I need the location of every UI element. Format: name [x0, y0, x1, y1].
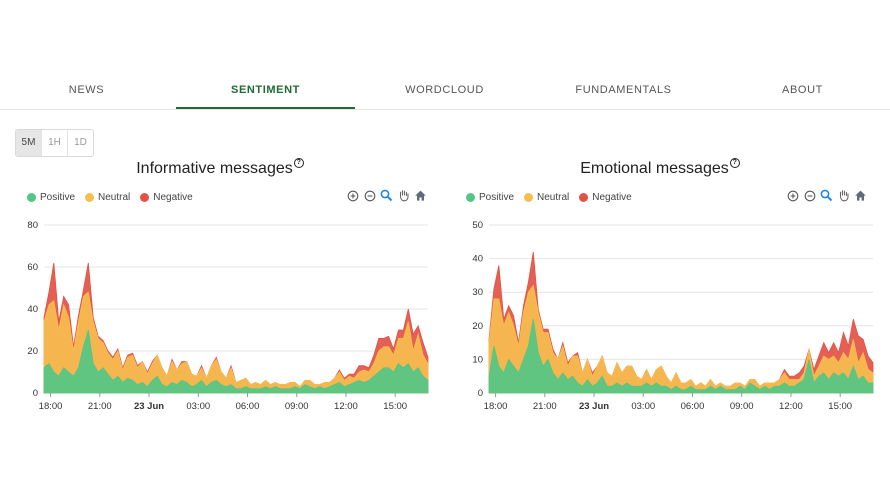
main-tabs: NEWS SENTIMENT WORDCLOUD FUNDAMENTALS AB… — [0, 76, 890, 110]
y-tick-label: 20 — [472, 321, 483, 332]
x-tick-label: 06:00 — [681, 401, 705, 412]
x-tick-label: 03:00 — [186, 401, 210, 412]
tab-news[interactable]: NEWS — [68, 84, 105, 96]
y-tick-label: 60 — [27, 262, 38, 273]
zoom-selection-icon[interactable] — [380, 189, 393, 202]
series-area-positive[interactable] — [488, 319, 874, 394]
legend-label: Positive — [40, 192, 76, 203]
legend-swatch-neutral — [85, 193, 95, 202]
chart-toolbar-informative — [346, 189, 427, 202]
y-tick-label: 80 — [27, 220, 38, 231]
legend-item-negative[interactable]: Negative — [140, 192, 193, 203]
help-icon[interactable]: ? — [293, 158, 304, 168]
x-tick-label: 09:00 — [285, 401, 309, 412]
legend-swatch-negative — [140, 193, 150, 202]
range-1h-button[interactable]: 1H — [42, 130, 68, 156]
tab-about[interactable]: ABOUT — [782, 84, 823, 96]
legend-swatch-negative — [579, 193, 589, 202]
zoom-in-icon[interactable] — [346, 189, 359, 202]
legend-item-neutral[interactable]: Neutral — [524, 192, 569, 203]
series-area-positive[interactable] — [43, 329, 429, 394]
zoom-in-icon[interactable] — [786, 189, 799, 202]
y-tick-label: 10 — [472, 354, 483, 365]
tab-fundamentals[interactable]: FUNDAMENTALS — [575, 84, 672, 96]
tab-wordcloud[interactable]: WORDCLOUD — [405, 84, 484, 96]
pan-hand-icon[interactable] — [397, 189, 410, 202]
x-tick-label: 12:00 — [779, 401, 803, 412]
chart-title-text: Emotional messages — [580, 160, 729, 177]
legend-item-neutral[interactable]: Neutral — [85, 192, 130, 203]
chart-legend-informative: Positive Neutral Negative — [27, 192, 193, 203]
legend-item-positive[interactable]: Positive — [27, 192, 75, 203]
x-tick-label: 03:00 — [631, 401, 655, 412]
x-tick-label: 21:00 — [533, 401, 557, 412]
legend-label: Neutral — [537, 192, 570, 203]
legend-swatch-positive — [27, 193, 36, 202]
tab-sentiment[interactable]: SENTIMENT — [176, 76, 355, 109]
chart-plot-informative: 0 20 40 60 80 18:00 21:00 23 Jun 03:00 06:00 09:00… — [27, 220, 429, 412]
x-tick-label: 18:00 — [39, 401, 63, 412]
y-tick-label: 50 — [472, 220, 483, 231]
x-tick-label: 09:00 — [730, 401, 754, 412]
y-tick-label: 0 — [478, 388, 483, 399]
y-tick-label: 30 — [472, 287, 483, 298]
y-tick-label: 20 — [27, 346, 38, 357]
chart-plot-emotional: 0 10 20 30 40 50 18:00 21:00 23 Jun 03:00 06:00 09:… — [472, 220, 874, 412]
chart-toolbar-emotional — [786, 189, 867, 202]
legend-label: Negative — [153, 192, 193, 203]
x-tick-label: 23 Jun — [579, 401, 609, 412]
x-tick-label: 18:00 — [484, 401, 508, 412]
x-tick-label: 06:00 — [236, 401, 260, 412]
x-tick-label: 21:00 — [88, 401, 112, 412]
zoom-selection-icon[interactable] — [820, 189, 833, 202]
range-1d-button[interactable]: 1D — [74, 137, 87, 148]
legend-swatch-positive — [466, 193, 475, 202]
legend-label: Positive — [479, 192, 515, 203]
reset-home-icon[interactable] — [414, 189, 427, 202]
series-area-neutral[interactable] — [488, 284, 874, 394]
legend-label: Neutral — [98, 192, 131, 203]
chart-legend-emotional: Positive Neutral Negative — [466, 192, 632, 203]
x-tick-label: 15:00 — [383, 401, 407, 412]
legend-item-negative[interactable]: Negative — [579, 192, 632, 203]
x-tick-label: 23 Jun — [134, 401, 164, 412]
series-area-neutral[interactable] — [43, 291, 429, 394]
legend-swatch-neutral — [524, 193, 534, 202]
pan-hand-icon[interactable] — [837, 189, 850, 202]
chart-title-text: Informative messages — [136, 160, 293, 177]
reset-home-icon[interactable] — [854, 189, 867, 202]
zoom-out-icon[interactable] — [363, 189, 376, 202]
time-range-selector: 5M 1H 1D — [15, 129, 94, 157]
legend-label: Negative — [592, 192, 632, 203]
help-icon[interactable]: ? — [729, 158, 740, 168]
chart-title-emotional: Emotional messages? — [500, 158, 820, 178]
y-tick-label: 40 — [472, 254, 483, 265]
chart-title-informative: Informative messages? — [60, 158, 380, 178]
range-5m-button[interactable]: 5M — [16, 130, 42, 156]
zoom-out-icon[interactable] — [803, 189, 816, 202]
y-tick-label: 40 — [27, 304, 38, 315]
legend-item-positive[interactable]: Positive — [466, 192, 514, 203]
x-tick-label: 15:00 — [828, 401, 852, 412]
x-tick-label: 12:00 — [334, 401, 358, 412]
y-tick-label: 0 — [33, 388, 38, 399]
